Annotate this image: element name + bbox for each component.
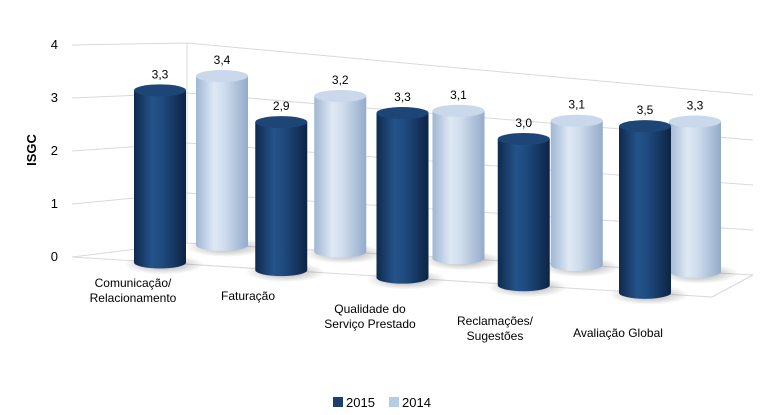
bars-layer xyxy=(124,70,739,305)
bar-body xyxy=(376,112,429,284)
category-label-line: Qualidade do xyxy=(334,302,406,316)
bar-top xyxy=(376,106,429,119)
data-label: 3,3 xyxy=(687,99,704,113)
bar-body xyxy=(669,121,721,278)
category-label: Faturação xyxy=(221,289,275,303)
bar-top xyxy=(619,120,671,133)
category-label: Qualidade do Serviço Prestado xyxy=(324,302,416,331)
data-label: 3,3 xyxy=(394,90,411,104)
data-label: 3,0 xyxy=(515,116,532,130)
bar-body xyxy=(196,76,248,251)
category-label-line: Sugestões xyxy=(467,329,524,343)
category-labels: Comunicação/Relacionamento Faturação Quali… xyxy=(90,276,663,343)
y-tick-label: 2 xyxy=(51,143,58,158)
data-label: 3,1 xyxy=(568,98,585,112)
bar-2014 xyxy=(186,70,266,257)
data-label: 2,9 xyxy=(273,99,290,113)
y-tick-label: 3 xyxy=(51,90,58,105)
data-label: 3,2 xyxy=(332,73,349,87)
bar-top xyxy=(134,84,186,97)
legend-swatch-2015 xyxy=(333,397,343,407)
bar-top xyxy=(550,114,603,127)
category-label: Comunicação/Relacionamento xyxy=(90,276,177,305)
bar-top xyxy=(196,70,248,83)
bar-2015 xyxy=(366,106,447,290)
bar-body xyxy=(255,122,308,277)
data-label: 3,5 xyxy=(637,103,654,117)
bar-body xyxy=(619,126,671,299)
floor-right-edge xyxy=(711,274,754,298)
category-label: Avaliação Global xyxy=(573,326,663,340)
bar-top xyxy=(314,89,367,102)
category-label-line: Faturação xyxy=(221,289,275,303)
legend-label: 2014 xyxy=(402,395,431,410)
bar-2015 xyxy=(609,120,689,305)
y-axis: 0 1 2 3 4 xyxy=(51,37,58,264)
category-label-line: Comunicação/ xyxy=(95,276,172,290)
bar-2014 xyxy=(422,104,503,271)
bar-top xyxy=(432,104,485,117)
bar-body xyxy=(314,95,367,258)
category-label-line: Avaliação Global xyxy=(573,326,663,340)
legend: 2015 2014 xyxy=(333,395,431,410)
legend-swatch-2014 xyxy=(389,397,399,407)
y-tick-label: 0 xyxy=(51,249,58,264)
data-label: 3,1 xyxy=(450,88,467,102)
category-label-line: Serviço Prestado xyxy=(324,317,416,331)
data-label: 3,3 xyxy=(152,67,169,81)
bar-2015 xyxy=(487,132,568,298)
legend-label: 2015 xyxy=(346,395,375,410)
data-label: 3,4 xyxy=(214,53,231,67)
y-tick-label: 4 xyxy=(51,37,58,52)
category-label-line: Reclamações/ xyxy=(457,314,534,328)
bar-2014 xyxy=(540,114,621,278)
bar-body xyxy=(497,138,550,292)
bar-top xyxy=(497,132,550,145)
bar-body xyxy=(134,90,186,269)
bar-2015 xyxy=(124,84,204,275)
category-label-line: Relacionamento xyxy=(90,291,177,305)
bar-2014 xyxy=(304,89,385,264)
bar-2014 xyxy=(659,115,739,284)
y-axis-title: ISGC xyxy=(24,134,39,166)
data-labels: 3,4 3,2 3,1 3,1 3,3 3,3 2,9 3,3 3,0 3,5 xyxy=(152,53,704,130)
y-tick-label: 1 xyxy=(51,196,58,211)
category-label: Reclamações/Sugestões xyxy=(457,314,534,343)
bar-top xyxy=(669,115,721,128)
bar-2015 xyxy=(245,116,326,283)
bar-body xyxy=(432,110,485,265)
bar-body xyxy=(550,120,603,272)
bar-top xyxy=(255,116,308,129)
